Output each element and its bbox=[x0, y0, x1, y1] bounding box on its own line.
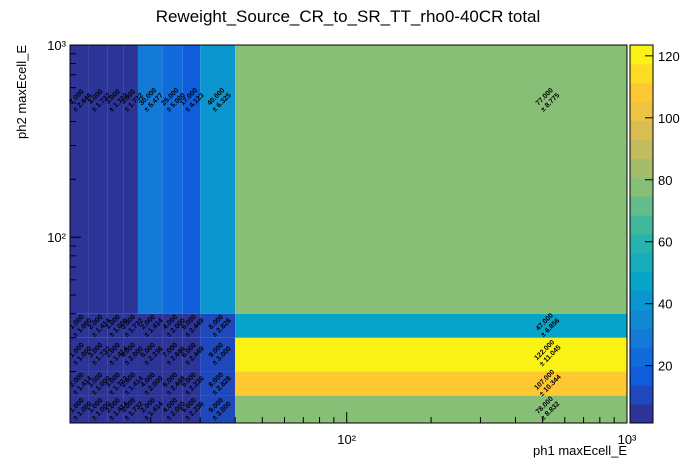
y-axis-label: ph2 maxEcell_E bbox=[14, 45, 29, 139]
cell bbox=[182, 313, 201, 338]
palette-band bbox=[630, 385, 653, 405]
cell bbox=[123, 337, 138, 372]
cell bbox=[182, 395, 201, 423]
cell bbox=[200, 45, 236, 314]
palette-band bbox=[630, 309, 653, 329]
y-tick-label: 10³ bbox=[47, 38, 66, 53]
palette-band bbox=[630, 404, 653, 424]
cell bbox=[162, 395, 183, 423]
cell bbox=[70, 395, 89, 423]
cell bbox=[123, 313, 138, 338]
cell bbox=[88, 371, 108, 396]
z-tick-label: 100 bbox=[658, 111, 680, 126]
palette-band bbox=[630, 177, 653, 197]
cell bbox=[107, 45, 124, 314]
cell bbox=[137, 395, 163, 423]
cell bbox=[88, 395, 108, 423]
cell bbox=[200, 337, 236, 372]
cell bbox=[70, 45, 89, 314]
palette-band bbox=[630, 63, 653, 84]
palette-frame bbox=[629, 44, 654, 424]
x-tick-label: 10² bbox=[337, 432, 356, 447]
cell bbox=[162, 45, 183, 314]
z-tick-label: 80 bbox=[658, 173, 672, 188]
palette-band bbox=[630, 215, 653, 235]
cell bbox=[137, 371, 163, 396]
palette-band bbox=[630, 45, 653, 65]
palette-band bbox=[630, 196, 653, 216]
palette-band bbox=[630, 82, 653, 103]
palette-band bbox=[630, 271, 653, 292]
cell bbox=[107, 337, 124, 372]
y-tick-label: 10² bbox=[47, 230, 66, 245]
cell bbox=[162, 371, 183, 396]
cell bbox=[235, 337, 627, 372]
cell bbox=[123, 371, 138, 396]
cell bbox=[162, 313, 183, 338]
x-tick-label: 10³ bbox=[618, 432, 637, 447]
cell bbox=[235, 45, 627, 314]
cell bbox=[123, 395, 138, 423]
chart-title: Reweight_Source_CR_to_SR_TT_rho0-40CR to… bbox=[156, 7, 541, 26]
palette-band bbox=[630, 120, 653, 140]
cell bbox=[88, 337, 108, 372]
cells bbox=[70, 45, 627, 423]
z-tick-label: 60 bbox=[658, 235, 672, 250]
palette-band bbox=[630, 101, 653, 122]
z-tick-label: 40 bbox=[658, 297, 672, 312]
axes: 10² 10³ 10² 10³ 20 40 60 80 100 120 bbox=[47, 38, 680, 447]
palette-band bbox=[630, 139, 653, 159]
palette-band bbox=[630, 158, 653, 178]
cell bbox=[70, 337, 89, 372]
cell bbox=[200, 395, 236, 423]
cell bbox=[137, 337, 163, 372]
cell bbox=[88, 313, 108, 338]
cell bbox=[137, 313, 163, 338]
cell bbox=[107, 395, 124, 423]
cell bbox=[70, 371, 89, 396]
palette-band bbox=[630, 252, 653, 273]
palette-band bbox=[630, 234, 653, 254]
palette-band bbox=[630, 347, 653, 367]
frame bbox=[69, 44, 628, 424]
palette-band bbox=[630, 328, 653, 348]
cell bbox=[162, 337, 183, 372]
x-axis-label: ph1 maxEcell_E bbox=[533, 443, 627, 458]
cell bbox=[182, 371, 201, 396]
cell bbox=[235, 371, 627, 396]
cell bbox=[200, 371, 236, 396]
cell bbox=[107, 371, 124, 396]
cell bbox=[182, 45, 201, 314]
cell bbox=[235, 313, 627, 338]
z-tick-label: 120 bbox=[658, 49, 680, 64]
cell bbox=[123, 45, 138, 314]
z-tick-label: 20 bbox=[658, 359, 672, 374]
palette-band bbox=[630, 366, 653, 386]
cell bbox=[137, 45, 163, 314]
cell bbox=[88, 45, 108, 314]
cell bbox=[70, 313, 89, 338]
cell bbox=[200, 313, 236, 338]
cell bbox=[107, 313, 124, 338]
cell bbox=[182, 337, 201, 372]
palette-band bbox=[630, 290, 653, 311]
